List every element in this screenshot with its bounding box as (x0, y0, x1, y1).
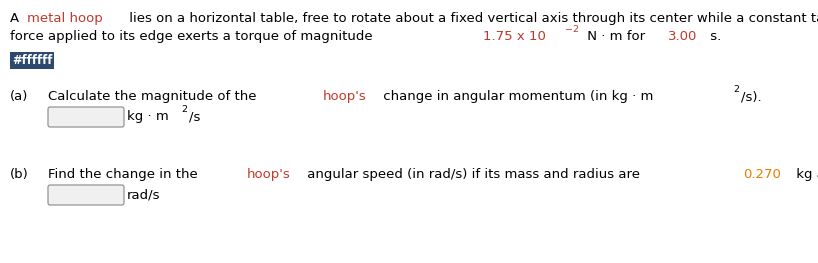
Text: /s).: /s). (741, 90, 762, 103)
Text: −2: −2 (564, 26, 578, 34)
Text: hoop's: hoop's (247, 168, 290, 181)
Text: angular speed (in rad/s) if its mass and radius are: angular speed (in rad/s) if its mass and… (303, 168, 645, 181)
Text: change in angular momentum (in kg · m: change in angular momentum (in kg · m (379, 90, 654, 103)
Text: metal hoop: metal hoop (27, 12, 103, 25)
Text: /s: /s (189, 110, 200, 123)
Text: (b): (b) (10, 168, 29, 181)
Text: A: A (10, 12, 24, 25)
Text: s.: s. (706, 30, 721, 43)
Text: 1.75 x 10: 1.75 x 10 (483, 30, 546, 43)
FancyBboxPatch shape (48, 185, 124, 205)
Text: #ffffff: #ffffff (11, 54, 52, 67)
Text: 0.270: 0.270 (744, 168, 781, 181)
Text: 2: 2 (733, 85, 739, 94)
Text: hoop's: hoop's (322, 90, 366, 103)
Text: kg and: kg and (793, 168, 818, 181)
Text: 2: 2 (181, 105, 187, 114)
FancyBboxPatch shape (10, 52, 54, 69)
Text: force applied to its edge exerts a torque of magnitude: force applied to its edge exerts a torqu… (10, 30, 377, 43)
Text: 3.00: 3.00 (668, 30, 698, 43)
Text: (a): (a) (10, 90, 29, 103)
Text: N · m for: N · m for (582, 30, 649, 43)
Text: Find the change in the: Find the change in the (48, 168, 202, 181)
FancyBboxPatch shape (48, 107, 124, 127)
Text: lies on a horizontal table, free to rotate about a fixed vertical axis through i: lies on a horizontal table, free to rota… (125, 12, 818, 25)
Text: kg · m: kg · m (127, 110, 169, 123)
Text: Calculate the magnitude of the: Calculate the magnitude of the (48, 90, 261, 103)
Text: rad/s: rad/s (127, 189, 160, 201)
